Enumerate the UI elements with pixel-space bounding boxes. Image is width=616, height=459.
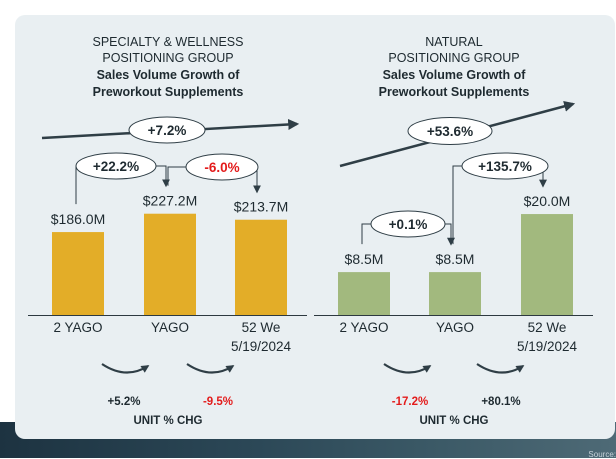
chart0-unit-change-label: UNIT % CHG (134, 415, 203, 427)
chart0-title-line: SPECIALTY & WELLNESS (93, 35, 244, 49)
chart0-category-label: 5/19/2024 (231, 339, 292, 354)
chart0-title-line: POSITIONING GROUP (102, 51, 233, 65)
chart1-unit-change: -17.2% (392, 396, 428, 408)
chart0-subtitle-line: Preworkout Supplements (93, 85, 244, 99)
chart1-bar (429, 272, 481, 315)
chart0-bar (235, 219, 287, 315)
chart1-subtitle-line: Preworkout Supplements (379, 85, 530, 99)
chart1-title-line: NATURAL (425, 35, 482, 49)
chart0-unit-change: -9.5% (203, 396, 233, 408)
chart0-category-label: YAGO (151, 320, 189, 335)
chart1-title-line: POSITIONING GROUP (388, 51, 519, 65)
chart0-unit-arrow (186, 363, 235, 374)
chart1-subtitle-line: Sales Volume Growth of (383, 68, 527, 82)
chart1-bar (521, 214, 573, 315)
chart1-category-label: 2 YAGO (339, 320, 388, 335)
chart1-category-label: YAGO (436, 320, 474, 335)
chart1-bar (338, 272, 390, 315)
chart0-subtitle-line: Sales Volume Growth of (97, 68, 241, 82)
chart-card (15, 15, 615, 439)
chart0-period-change: +22.2% (93, 159, 139, 174)
chart1-value-label: $8.5M (436, 251, 475, 267)
chart0-value-label: $213.7M (234, 199, 288, 215)
chart1-unit-change-label: UNIT % CHG (420, 415, 489, 427)
chart1-value-label: $8.5M (345, 251, 384, 267)
chart0-bar (52, 232, 104, 315)
chart1-value-label: $20.0M (524, 193, 571, 209)
chart1-category-label: 52 We (528, 320, 567, 335)
chart1-unit-change: +80.1% (481, 396, 520, 408)
chart1-period-change-pill (461, 152, 549, 180)
chart1-total-change-pill (407, 117, 493, 145)
chart0-value-label: $186.0M (51, 211, 105, 227)
chart0-period-change: -6.0% (204, 160, 239, 175)
chart0-total-change: +7.2% (148, 123, 187, 138)
chart1-total-change: +53.6% (427, 124, 473, 139)
chart1-group (314, 100, 593, 374)
chart1-category-label: 5/19/2024 (517, 339, 578, 354)
chart0-value-label: $227.2M (143, 193, 197, 209)
chart0-group (28, 116, 307, 374)
source-note: Source: (588, 450, 616, 459)
chart1-period-change: +135.7% (478, 159, 532, 174)
chart0-bar (144, 213, 196, 315)
chart1-unit-arrow (476, 363, 525, 374)
chart0-unit-change: +5.2% (108, 396, 141, 408)
chart1-period-change: +0.1% (389, 217, 428, 232)
chart0-period-change-pill (75, 152, 157, 180)
chart1-period-change-pill (370, 210, 446, 238)
chart0-category-label: 2 YAGO (53, 320, 102, 335)
chart0-period-change-pill (185, 153, 259, 181)
chart0-total-change-pill (128, 116, 206, 144)
chart0-category-label: 52 We (242, 320, 281, 335)
chart0-unit-arrow (101, 363, 150, 374)
chart1-unit-arrow (383, 363, 432, 374)
